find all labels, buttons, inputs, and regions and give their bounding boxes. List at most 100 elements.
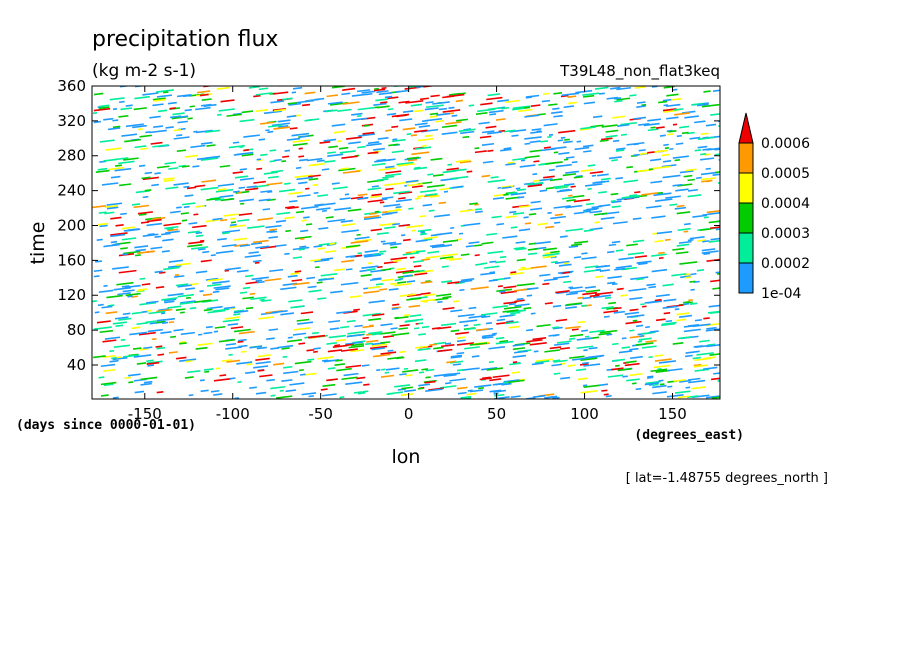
precip-streak (101, 306, 112, 307)
precip-streak (537, 325, 551, 327)
precip-streak (553, 306, 561, 307)
precip-streak (200, 241, 204, 242)
precip-streak (414, 110, 424, 111)
precip-streak (309, 396, 314, 397)
precip-streak (710, 113, 728, 115)
precip-streak (143, 347, 152, 348)
precip-streak (492, 216, 502, 217)
precip-streak (398, 328, 407, 329)
precip-streak (655, 300, 662, 301)
plot-area (92, 84, 734, 399)
precip-streak (119, 184, 131, 185)
precip-streak (584, 230, 593, 231)
precip-streak (322, 169, 329, 170)
precip-streak (180, 312, 185, 313)
precip-streak (581, 253, 587, 254)
precip-streak (116, 325, 123, 326)
precip-streak (122, 227, 135, 229)
precip-streak (376, 91, 388, 92)
precip-streak (297, 322, 313, 324)
precip-streak (709, 240, 724, 242)
precip-streak (399, 225, 410, 226)
precip-streak (464, 325, 468, 326)
precip-streak (414, 328, 419, 329)
precip-streak (645, 327, 650, 328)
precip-streak (112, 244, 120, 245)
precip-streak (304, 119, 319, 121)
precip-streak (551, 112, 562, 113)
precip-streak (293, 88, 302, 89)
precip-streak (380, 202, 384, 203)
precip-streak (513, 362, 517, 363)
precip-streak (135, 255, 141, 256)
precip-streak (113, 126, 121, 127)
precip-streak (211, 255, 216, 256)
precip-streak (571, 186, 576, 187)
precip-streak (399, 352, 406, 353)
precip-streak (487, 251, 503, 253)
precip-streak (231, 327, 243, 328)
precip-streak (558, 131, 575, 133)
precip-streak (637, 261, 652, 263)
precip-streak (507, 162, 514, 163)
precip-streak (433, 175, 443, 176)
precip-streak (146, 301, 158, 302)
precip-streak (298, 343, 305, 344)
precip-streak (313, 185, 319, 186)
precip-streak (343, 102, 360, 104)
precip-streak (613, 308, 621, 309)
precip-streak (249, 387, 257, 388)
precip-streak (574, 241, 588, 243)
precip-streak (565, 307, 577, 308)
precip-streak (207, 284, 221, 286)
precip-streak (497, 319, 505, 320)
precip-streak (283, 367, 292, 368)
precip-streak (276, 221, 286, 222)
precip-streak (293, 140, 310, 142)
precip-streak (436, 294, 451, 296)
precip-streak (351, 114, 362, 115)
precip-streak (703, 318, 709, 319)
precip-streak (652, 270, 667, 272)
precip-streak (226, 344, 236, 345)
precip-streak (240, 169, 247, 170)
precip-streak (163, 319, 175, 320)
precip-streak (520, 284, 535, 286)
precip-streak (482, 335, 495, 337)
precip-streak (390, 258, 407, 260)
precip-streak (270, 150, 277, 151)
precip-streak (381, 352, 397, 354)
precip-streak (475, 368, 479, 369)
precip-streak (461, 254, 469, 255)
precip-streak (632, 383, 636, 384)
precip-streak (147, 365, 154, 366)
precip-streak (420, 232, 424, 233)
precip-streak (138, 129, 142, 130)
precip-streak (641, 105, 646, 106)
precip-streak (399, 119, 412, 121)
precip-streak (114, 345, 130, 347)
precip-streak (413, 261, 424, 262)
precip-streak (718, 125, 724, 126)
precip-streak (185, 288, 195, 289)
precip-streak (483, 162, 493, 163)
precip-streak (694, 346, 703, 347)
precip-streak (615, 178, 623, 179)
precip-streak (342, 89, 355, 91)
precip-streak (164, 180, 174, 181)
precip-streak (612, 284, 617, 285)
precip-streak (183, 187, 189, 188)
precip-streak (554, 343, 569, 345)
precip-streak (560, 236, 568, 237)
precip-streak (552, 327, 559, 328)
precip-streak (240, 120, 255, 122)
precip-streak (612, 206, 621, 207)
precip-streak (415, 198, 420, 199)
precip-streak (135, 391, 144, 392)
precip-streak (441, 324, 456, 326)
precip-streak (245, 255, 261, 257)
precip-streak (604, 394, 609, 395)
precip-streak (369, 325, 373, 326)
precip-streak (373, 104, 386, 106)
